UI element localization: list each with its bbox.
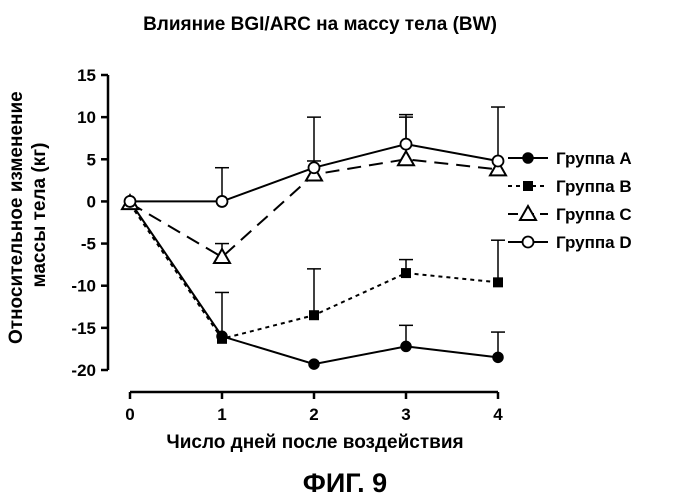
series-1	[125, 196, 505, 369]
x-tick-label: 0	[125, 405, 134, 424]
figure-caption: ФИГ. 9	[303, 468, 387, 498]
data-point	[309, 310, 319, 320]
data-point	[401, 139, 412, 150]
data-point	[217, 196, 228, 207]
data-point	[217, 334, 227, 344]
y-tick-label: 5	[87, 150, 96, 169]
x-tick-label: 3	[401, 405, 410, 424]
data-point	[523, 237, 534, 248]
y-tick-label: 0	[87, 192, 96, 211]
y-tick-label: 15	[77, 66, 96, 85]
data-point	[523, 153, 533, 163]
x-tick-label: 4	[493, 405, 503, 424]
data-point	[125, 196, 136, 207]
chart-title: Влияние BGI/ARC на массу тела (BW)	[143, 14, 497, 35]
data-point	[493, 352, 503, 362]
y-axis-label-line-1: Относительное изменение	[6, 91, 27, 344]
legend-entry: Группа C	[508, 205, 632, 224]
data-point	[309, 162, 320, 173]
y-tick-label: -5	[81, 235, 96, 254]
data-point	[401, 341, 411, 351]
y-tick-label: -15	[71, 319, 96, 338]
y-axis-label-line-2: массы тела (кг)	[29, 143, 50, 288]
data-point	[523, 181, 533, 191]
y-tick-label: -10	[71, 277, 96, 296]
series-layer	[122, 107, 506, 369]
legend: Группа A Группа B Группа C Группа D	[508, 149, 632, 252]
data-point	[493, 155, 504, 166]
y-tick-label: -20	[71, 361, 96, 380]
data-point	[398, 151, 414, 165]
data-point	[493, 277, 503, 287]
legend-label: Группа A	[556, 149, 632, 168]
x-axis-label: Число дней после воздействия	[166, 432, 463, 453]
y-tick-label: 10	[77, 108, 96, 127]
data-point	[309, 359, 319, 369]
legend-entry: Группа B	[508, 177, 632, 196]
data-point	[401, 268, 411, 278]
y-axis-label: Относительное изменение массы тела (кг)	[6, 86, 50, 344]
legend-entry: Группа A	[508, 149, 632, 168]
x-tick-label: 1	[217, 405, 226, 424]
legend-label: Группа C	[556, 205, 632, 224]
legend-entry: Группа D	[508, 233, 632, 252]
x-tick-label: 2	[309, 405, 318, 424]
legend-label: Группа D	[556, 233, 632, 252]
legend-label: Группа B	[556, 177, 632, 196]
series-4	[125, 107, 506, 207]
series-2	[125, 199, 505, 344]
axes: -20 -15 -10 -5 0 5 10 15 0 1 2 3 4	[71, 66, 503, 424]
